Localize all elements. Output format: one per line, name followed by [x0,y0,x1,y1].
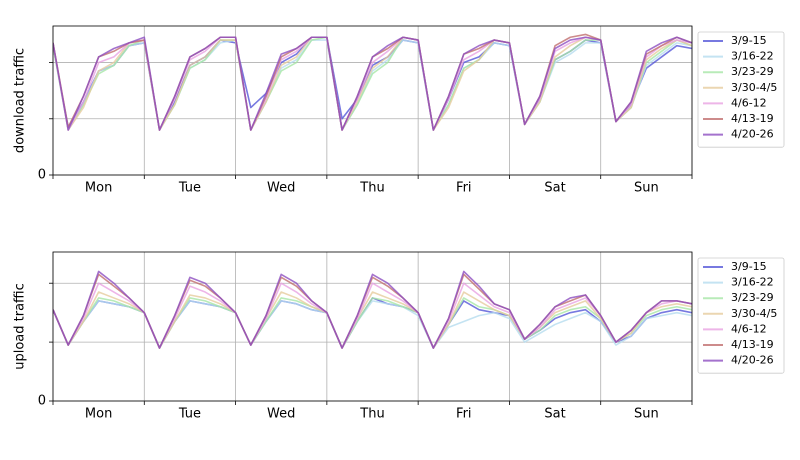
legend-label: 3/30-4/5 [731,81,777,94]
y-tick-label: 0 [38,168,46,183]
legend-label: 4/13-19 [731,112,774,125]
x-tick-label: Tue [178,181,201,196]
legend-label: 4/20-26 [731,128,774,141]
x-tick-label: Sun [634,181,659,196]
panel: 0 Mon Tue Wed Thu Fri Sat Sun upload traffic 3/9-… [13,251,785,422]
x-tick-label: Sun [634,407,659,422]
legend-label: 3/9-15 [731,34,767,47]
plot-frame [52,25,693,176]
legend-label: 3/30-4/5 [731,307,777,320]
x-tick-label: Thu [359,181,384,196]
legend: 3/9-15 3/16-22 3/23-29 3/30-4/5 4/6-12 4/13-1… [697,31,785,148]
x-tick-label: Sat [544,407,565,422]
legend-label: 4/20-26 [731,354,774,367]
series-line [53,36,692,131]
series-line [53,270,692,349]
panel: 0 Mon Tue Wed Thu Fri Sat Sun download traffic 3/… [13,25,785,196]
series-line [53,36,692,131]
legend-label: 4/6-12 [731,96,767,109]
legend-label: 4/13-19 [731,338,774,351]
x-tick-label: Mon [85,407,112,422]
legend-label: 3/23-29 [731,65,774,78]
x-tick-label: Wed [267,181,295,196]
x-tick-label: Sat [544,181,565,196]
x-tick-label: Thu [359,407,384,422]
legend: 3/9-15 3/16-22 3/23-29 3/30-4/5 4/6-12 4/13-1… [697,257,785,374]
legend-label: 3/9-15 [731,260,767,273]
x-tick-label: Wed [267,407,295,422]
x-tick-label: Fri [456,407,472,422]
x-tick-label: Mon [85,181,112,196]
series-line [53,36,692,131]
plot-frame [52,251,693,402]
y-tick-label: 0 [38,394,46,409]
series-line [53,36,692,131]
y-axis-label: upload traffic [13,283,28,370]
legend-label: 4/6-12 [731,322,767,335]
series-line [53,39,692,131]
series-line [53,36,692,131]
legend-label: 3/16-22 [731,276,774,289]
y-axis-label: download traffic [13,48,28,153]
x-tick-label: Tue [178,407,201,422]
legend-label: 3/23-29 [731,291,774,304]
series-line [53,33,692,131]
x-tick-label: Fri [456,181,472,196]
legend-label: 3/16-22 [731,50,774,63]
